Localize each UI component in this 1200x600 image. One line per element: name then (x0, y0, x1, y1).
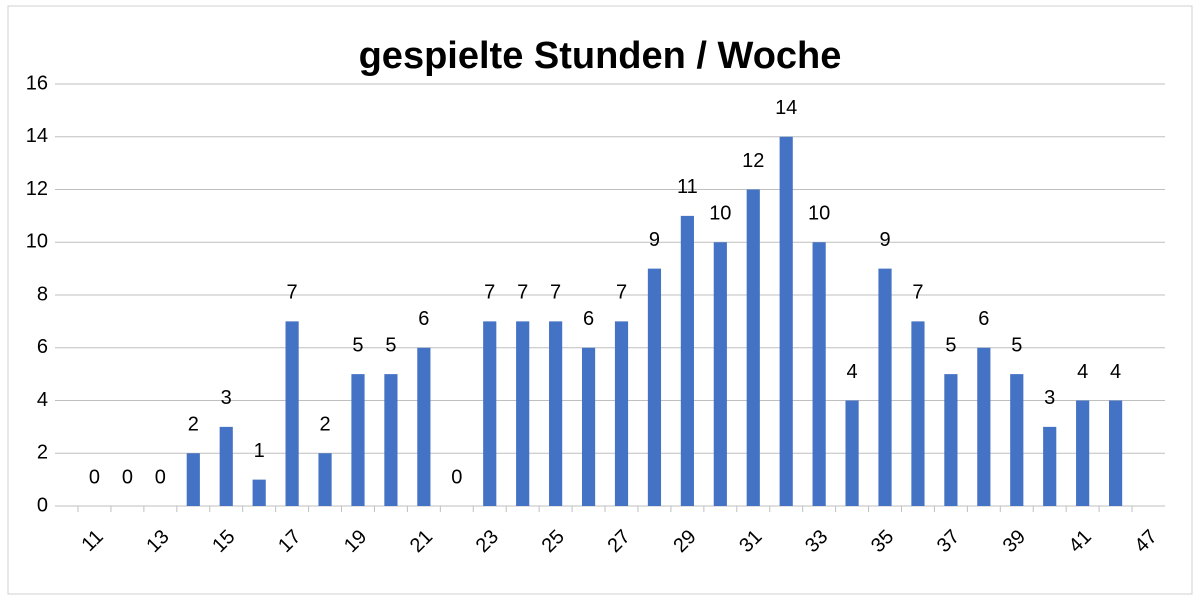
y-tick-label: 8 (37, 283, 48, 305)
data-label: 9 (879, 229, 890, 251)
y-tick-label: 14 (26, 125, 48, 147)
bar (351, 374, 365, 506)
data-label: 7 (517, 282, 528, 304)
data-label: 4 (1110, 361, 1121, 383)
data-label: 6 (978, 308, 989, 330)
data-label: 5 (945, 334, 956, 356)
data-label: 12 (742, 150, 764, 172)
data-label: 7 (912, 282, 923, 304)
bar (285, 321, 299, 506)
bar (713, 242, 727, 506)
y-tick-label: 2 (37, 442, 48, 464)
data-label: 0 (451, 466, 462, 488)
data-label: 14 (775, 97, 797, 119)
bar (219, 426, 233, 506)
data-label: 4 (1077, 361, 1088, 383)
data-label: 6 (583, 308, 594, 330)
bar (878, 268, 892, 506)
y-tick-label: 16 (26, 72, 48, 94)
bar (483, 321, 497, 506)
data-label: 2 (188, 414, 199, 436)
bar (417, 347, 431, 506)
bar (252, 479, 266, 506)
bar (845, 400, 859, 506)
bar (1043, 426, 1057, 506)
bar (581, 347, 596, 506)
data-label: 5 (352, 334, 363, 356)
bar (186, 453, 200, 506)
bar (384, 374, 398, 506)
data-label: 10 (709, 203, 731, 225)
bar (977, 347, 991, 506)
data-label: 7 (287, 282, 298, 304)
y-tick-label: 10 (26, 231, 48, 253)
bar (944, 374, 958, 506)
data-label: 6 (418, 308, 429, 330)
chart-border (7, 5, 1193, 595)
y-tick-label: 4 (37, 389, 48, 411)
bar (614, 321, 629, 506)
y-tick-label: 12 (26, 178, 48, 200)
data-label: 9 (649, 229, 660, 251)
data-label: 3 (221, 387, 232, 409)
data-label: 0 (155, 466, 166, 488)
data-label: 3 (1044, 387, 1055, 409)
bar (746, 189, 760, 506)
data-label: 0 (89, 466, 100, 488)
data-label: 4 (847, 361, 858, 383)
data-label: 7 (484, 282, 495, 304)
bar (812, 242, 826, 506)
data-label: 1 (254, 440, 265, 462)
bar (1076, 400, 1090, 506)
bar (318, 453, 332, 506)
data-label: 10 (808, 203, 830, 225)
data-label: 5 (385, 334, 396, 356)
y-tick-label: 0 (37, 494, 48, 516)
data-label: 0 (122, 466, 133, 488)
data-label: 11 (677, 176, 698, 198)
data-label: 7 (616, 282, 627, 304)
data-label: 2 (319, 414, 330, 436)
data-label: 5 (1011, 334, 1022, 356)
bar (680, 215, 694, 506)
bar (1010, 374, 1024, 506)
chart-title: gespielte Stunden / Woche (359, 35, 842, 77)
data-label: 7 (550, 282, 561, 304)
bar (647, 268, 662, 506)
bar (549, 321, 563, 506)
y-tick-label: 6 (37, 336, 48, 358)
bar (1109, 400, 1123, 506)
bar (911, 321, 925, 506)
bar (516, 321, 530, 506)
bar (779, 136, 793, 506)
